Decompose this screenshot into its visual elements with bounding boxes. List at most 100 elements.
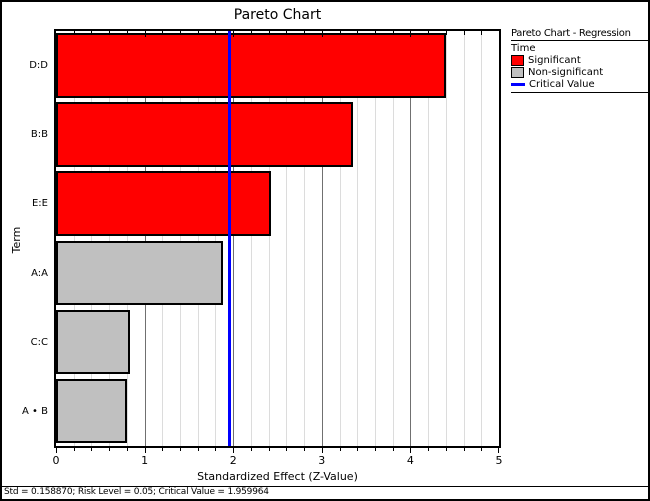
x-axis-tick	[374, 448, 376, 451]
y-category-label: B:B	[30, 129, 48, 141]
top-axis-tick	[91, 31, 93, 35]
major-gridline	[321, 31, 323, 446]
x-tick-label: 2	[229, 454, 237, 467]
minor-gridline	[357, 31, 359, 446]
top-axis-tick	[250, 31, 252, 35]
x-axis-tick	[445, 448, 447, 451]
x-axis-tick	[321, 448, 323, 453]
x-axis-tick	[197, 448, 199, 451]
x-axis-tick	[250, 448, 252, 451]
x-axis-tick	[463, 448, 465, 451]
y-category-label: D:D	[29, 60, 48, 72]
x-axis-tick	[126, 448, 128, 451]
top-axis-tick	[374, 31, 376, 35]
top-axis-tick	[445, 31, 447, 35]
x-axis-ticks	[56, 448, 503, 456]
x-axis-tick	[268, 448, 270, 451]
minor-gridline	[392, 31, 394, 446]
y-category-label: A:A	[31, 267, 48, 279]
top-axis-tick	[481, 31, 483, 35]
legend-item-non-significant: Non-significant	[511, 67, 648, 78]
minor-gridline	[126, 31, 128, 446]
critical-value-line-swatch	[511, 83, 525, 86]
x-axis-tick	[304, 448, 306, 451]
top-axis-tick	[180, 31, 182, 35]
legend-item-label: Critical Value	[529, 79, 595, 90]
x-axis-tick	[339, 448, 341, 451]
minor-gridline	[250, 31, 252, 446]
top-axis-tick	[126, 31, 128, 35]
legend-item-label: Non-significant	[528, 67, 604, 78]
x-axis-tick	[144, 448, 146, 453]
minor-gridline	[180, 31, 182, 446]
x-axis-tick	[56, 448, 57, 453]
major-gridline	[144, 31, 146, 446]
top-axis-tick	[109, 31, 111, 35]
legend-item-critical-value: Critical Value	[511, 79, 648, 90]
x-axis-tick	[109, 448, 111, 451]
x-axis-tick	[392, 448, 394, 451]
top-axis-tick	[268, 31, 270, 35]
x-axis-tick	[498, 448, 499, 453]
minor-gridline	[445, 31, 447, 446]
non-significant-swatch	[511, 67, 524, 78]
legend: Pareto Chart - Regression Time Significa…	[511, 28, 648, 93]
top-axis-tick	[463, 31, 465, 35]
x-axis-tick	[428, 448, 430, 451]
minor-gridline	[286, 31, 288, 446]
y-category-label: A • B	[22, 405, 48, 417]
minor-gridline	[197, 31, 199, 446]
minor-gridline	[481, 31, 483, 446]
top-axis-tick	[339, 31, 341, 35]
major-gridline	[233, 31, 235, 446]
minor-gridline	[463, 31, 465, 446]
x-tick-label: 1	[141, 454, 149, 467]
bar-b-b	[56, 102, 353, 167]
y-category-label: E:E	[31, 198, 48, 210]
x-axis-tick	[73, 448, 75, 451]
minor-gridline	[339, 31, 341, 446]
top-axis-tick	[392, 31, 394, 35]
top-axis-tick	[233, 31, 235, 37]
significant-swatch	[511, 55, 524, 66]
top-axis-tick	[357, 31, 359, 35]
status-bar: Std = 0.158870; Risk Level = 0.05; Criti…	[2, 486, 648, 499]
minor-gridline	[304, 31, 306, 446]
x-axis-tick	[162, 448, 164, 451]
legend-item-significant: Significant	[511, 55, 648, 66]
top-axis-tick	[410, 31, 412, 37]
x-axis-tick	[215, 448, 217, 451]
minor-gridline	[109, 31, 111, 446]
x-axis-title: Standardized Effect (Z-Value)	[197, 470, 358, 483]
x-tick-label: 4	[406, 454, 414, 467]
legend-title: Pareto Chart - Regression	[511, 28, 648, 41]
chart-title: Pareto Chart	[233, 7, 322, 23]
top-axis-tick	[286, 31, 288, 35]
legend-response-label: Time	[511, 43, 536, 54]
critical-value-line	[228, 31, 232, 446]
top-axis-tick	[428, 31, 430, 35]
legend-item-label: Significant	[528, 55, 581, 66]
x-tick-label: 0	[52, 454, 60, 467]
x-axis-tick	[286, 448, 288, 451]
top-axis-tick	[162, 31, 164, 35]
minor-gridline	[215, 31, 217, 446]
plot-area	[54, 29, 501, 448]
minor-gridline	[374, 31, 376, 446]
legend-items: Significant Non-significant Critical Val…	[511, 55, 648, 93]
x-axis-tick	[180, 448, 182, 451]
bar-d-d	[56, 33, 446, 98]
top-axis-tick	[215, 31, 217, 35]
status-bar-text: Std = 0.158870; Risk Level = 0.05; Criti…	[4, 487, 269, 497]
major-gridline	[410, 31, 412, 446]
bar-c-c	[56, 309, 131, 375]
x-axis-tick	[481, 448, 483, 451]
x-tick-label: 3	[318, 454, 326, 467]
minor-gridline	[73, 31, 75, 446]
x-axis-tick	[357, 448, 359, 451]
minor-gridline	[428, 31, 430, 446]
top-axis-tick	[304, 31, 306, 35]
x-axis-tick	[91, 448, 93, 451]
top-axis-tick	[73, 31, 75, 35]
